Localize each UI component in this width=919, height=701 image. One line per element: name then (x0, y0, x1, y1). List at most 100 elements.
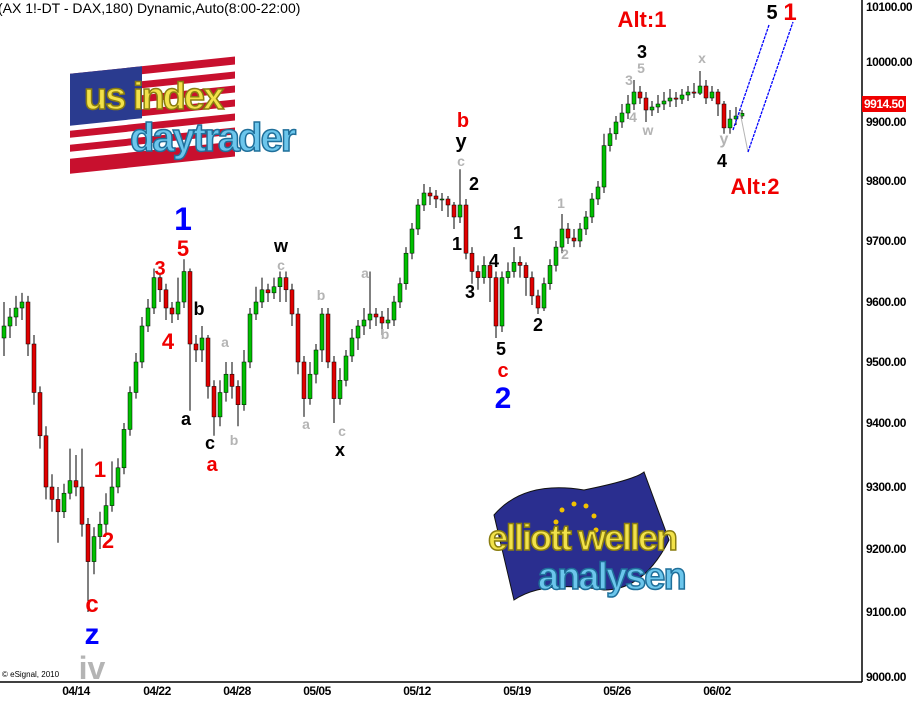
y-tick-label: 10100.00 (866, 0, 913, 14)
candle-down (205, 337, 211, 387)
wave-label: c (338, 423, 346, 439)
candle-down (487, 265, 493, 278)
wave-label: 2 (101, 528, 115, 553)
wave-label: w (273, 236, 289, 256)
wave-label: 2 (494, 382, 512, 415)
candle-up (259, 289, 265, 303)
candle-up (19, 301, 25, 309)
candle-down (637, 91, 643, 99)
candle-up (349, 337, 355, 357)
candle-up (457, 204, 463, 218)
wave-label: 4 (161, 329, 175, 354)
wave-label: a (180, 409, 192, 429)
candle-up (175, 301, 181, 315)
candle-down (85, 523, 91, 562)
candle-up (631, 91, 637, 105)
y-tick-label: 9400.00 (866, 416, 906, 430)
candle-down (469, 252, 475, 272)
wave-label: 3 (154, 258, 166, 280)
wave-label: 2 (532, 315, 544, 335)
candle-up (67, 480, 73, 494)
candle-up (601, 145, 607, 188)
chart-title: (AX 1!-DT - DAX,180) Dynamic,Auto(8:00-2… (0, 0, 301, 16)
candle-up (541, 283, 547, 309)
wave-label: b (229, 432, 239, 448)
projection-line-blue-2 (747, 21, 794, 153)
y-tick-label: 10000.00 (866, 55, 913, 69)
x-tick-label: 04/14 (62, 684, 90, 698)
wave-label: 2 (561, 246, 569, 262)
wave-label: b (193, 299, 205, 319)
y-tick-label: 9600.00 (866, 295, 906, 309)
candle-up (649, 106, 655, 111)
wave-label: z (84, 618, 100, 651)
candle-down (157, 277, 163, 291)
candle-up (115, 467, 121, 488)
candle-down (463, 204, 469, 254)
candle-down (715, 91, 721, 105)
candle-down (379, 316, 385, 324)
candle-down (523, 265, 529, 278)
eu-flag-icon (493, 471, 670, 601)
copyright: © eSignal, 2010 (2, 670, 60, 679)
wave-label: 5 (766, 2, 778, 24)
candles (1, 71, 745, 612)
candle-down (427, 192, 433, 197)
candle-up (655, 103, 661, 108)
candle-up (733, 115, 739, 120)
candle-up (679, 94, 685, 100)
candle-up (313, 349, 319, 375)
candle-up (709, 91, 715, 99)
candle-down (235, 386, 241, 405)
wave-label: a (302, 416, 310, 432)
candle-up (403, 252, 409, 284)
wave-label: y (719, 131, 729, 148)
last-price-tag: 9914.50 (862, 96, 906, 112)
candle-down (193, 343, 199, 351)
wave-label: 4 (629, 109, 637, 125)
candle-up (577, 228, 583, 242)
wave-label: w (642, 122, 654, 138)
wave-label: a (206, 454, 218, 476)
wave-label: x (698, 50, 706, 66)
candle-up (727, 118, 733, 129)
candle-down (295, 313, 301, 363)
candle-up (139, 325, 145, 363)
candle-up (739, 113, 745, 117)
candle-up (409, 228, 415, 254)
candle-up (307, 373, 313, 399)
wave-label: 1 (174, 201, 192, 237)
candle-down (265, 289, 271, 294)
candle-down (373, 313, 379, 318)
y-tick-label: 9000.00 (866, 670, 906, 684)
candle-down (31, 343, 37, 393)
wave-label: 1 (451, 234, 463, 254)
candle-down (331, 361, 337, 399)
logo-line2: analysen (537, 556, 687, 598)
wave-label: 5 (637, 60, 645, 76)
candle-down (691, 91, 697, 94)
wave-label: Alt:1 (617, 7, 667, 32)
wave-label: iv (78, 650, 106, 686)
wave-label: b (456, 110, 470, 132)
candle-up (91, 536, 97, 562)
candle-down (529, 277, 535, 297)
wave-label: 1 (93, 457, 107, 482)
candle-up (361, 319, 367, 327)
candle-up (499, 277, 505, 327)
candle-up (559, 228, 565, 248)
candle-up (127, 392, 133, 430)
x-tick-label: 05/19 (503, 684, 531, 698)
wave-label: Alt:2 (730, 174, 780, 199)
x-tick-label: 06/02 (703, 684, 731, 698)
us-index-daytrader-logo: us index daytrader (68, 52, 348, 177)
candle-down (55, 499, 61, 513)
y-tick-label: 9800.00 (866, 174, 906, 188)
candle-down (49, 486, 55, 500)
candle-up (505, 271, 511, 278)
candle-down (517, 262, 523, 266)
candle-up (7, 316, 13, 327)
candle-up (589, 198, 595, 218)
candle-down (535, 295, 541, 309)
candle-down (475, 271, 481, 278)
